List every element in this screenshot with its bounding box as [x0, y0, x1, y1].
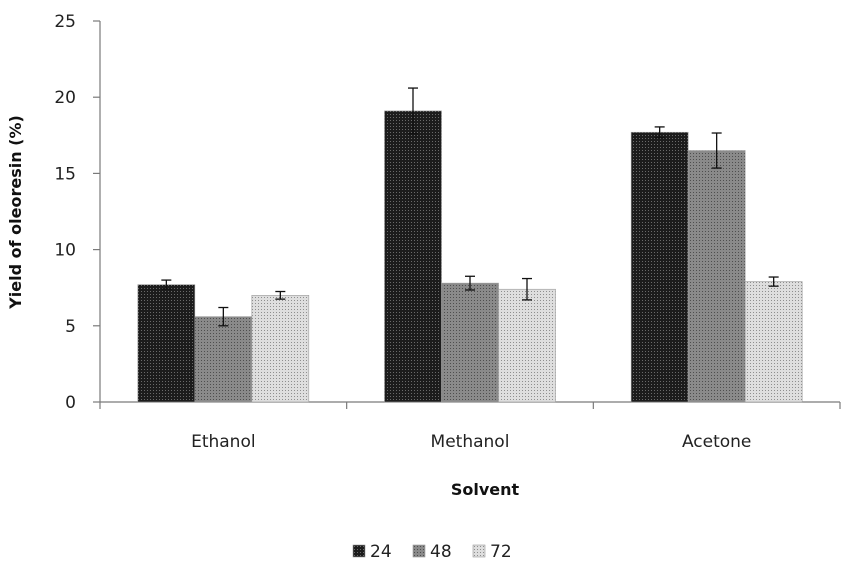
y-tick-label: 15 [54, 164, 76, 184]
category-label: Methanol [431, 432, 510, 452]
error-bar [522, 277, 532, 301]
error-bar [218, 306, 229, 327]
legend-swatch [352, 544, 366, 558]
bar-24-ethanol [137, 284, 196, 403]
error-bar [711, 132, 722, 169]
bar-48-acetone [687, 150, 746, 403]
bar-24-methanol [384, 110, 442, 403]
x-axis-title: Solvent [451, 480, 520, 499]
x-ticks: Ethanol Methanol Acetone [99, 402, 841, 452]
legend-item-72: 72 [472, 542, 512, 562]
bar-72-ethanol [251, 295, 310, 403]
error-bar [768, 276, 779, 287]
legend: 24 48 72 [352, 542, 512, 562]
error-bar [161, 279, 172, 290]
y-tick-label: 10 [54, 241, 76, 261]
error-bars [161, 87, 779, 327]
error-bar [275, 290, 286, 300]
legend-swatch [412, 544, 426, 558]
error-bar [408, 87, 418, 135]
x-axis: Ethanol Methanol Acetone [99, 401, 841, 452]
legend-item-24: 24 [352, 542, 392, 562]
y-axis-title: Yield of oleoresin (%) [6, 115, 25, 310]
bar-72-acetone [744, 281, 803, 403]
error-bar [465, 275, 475, 291]
bar-48-ethanol [194, 316, 253, 403]
error-bar [654, 126, 665, 139]
y-tick-label: 20 [54, 88, 76, 108]
legend-label: 24 [370, 542, 392, 562]
legend-label: 72 [490, 542, 512, 562]
y-tick-label: 25 [54, 12, 76, 32]
legend-swatch [472, 544, 486, 558]
legend-label: 48 [430, 542, 452, 562]
bar-24-acetone [630, 131, 689, 403]
category-label: Acetone [682, 432, 751, 452]
y-ticks: 0 5 10 15 20 25 [54, 12, 100, 413]
y-tick-label: 0 [65, 393, 76, 413]
category-label: Ethanol [191, 432, 256, 452]
bars [137, 110, 803, 403]
legend-item-48: 48 [412, 542, 452, 562]
bar-72-methanol [498, 288, 556, 403]
y-axis: 0 5 10 15 20 25 [54, 12, 101, 413]
y-tick-label: 5 [65, 317, 76, 337]
bar-48-methanol [441, 282, 499, 403]
